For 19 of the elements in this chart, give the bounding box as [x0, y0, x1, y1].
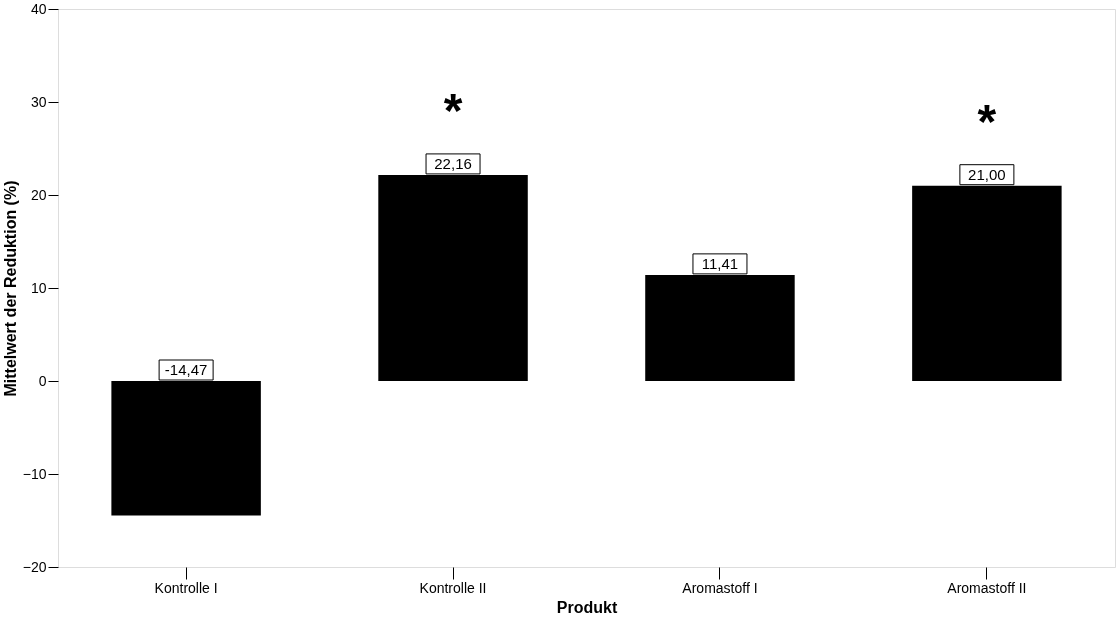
x-tick-label: Kontrolle I [154, 579, 218, 596]
y-tick-label: 20 [30, 186, 47, 203]
y-tick-label: 10 [30, 279, 47, 296]
y-axis-title: Mittelwert der Reduktion (%) [1, 180, 19, 397]
data-label: -14,47 [164, 361, 208, 378]
x-tick-label: Aromastoff I [682, 579, 758, 596]
x-axis-title: Produkt [556, 598, 618, 616]
y-tick-label: 40 [30, 0, 47, 17]
data-label: 11,41 [701, 254, 739, 272]
annotation: * [443, 83, 463, 137]
y-tick-label: −10 [22, 465, 47, 482]
data-label: 21,00 [968, 165, 1006, 183]
data-label: 22,16 [434, 154, 472, 172]
y-tick-label: 0 [38, 372, 47, 389]
y-tick-label: −20 [22, 558, 47, 575]
y-tick-label: 30 [30, 93, 47, 110]
x-tick-label: Kontrolle II [419, 579, 487, 596]
x-tick-label: Aromastoff II [947, 579, 1027, 596]
annotation: * [977, 94, 997, 148]
